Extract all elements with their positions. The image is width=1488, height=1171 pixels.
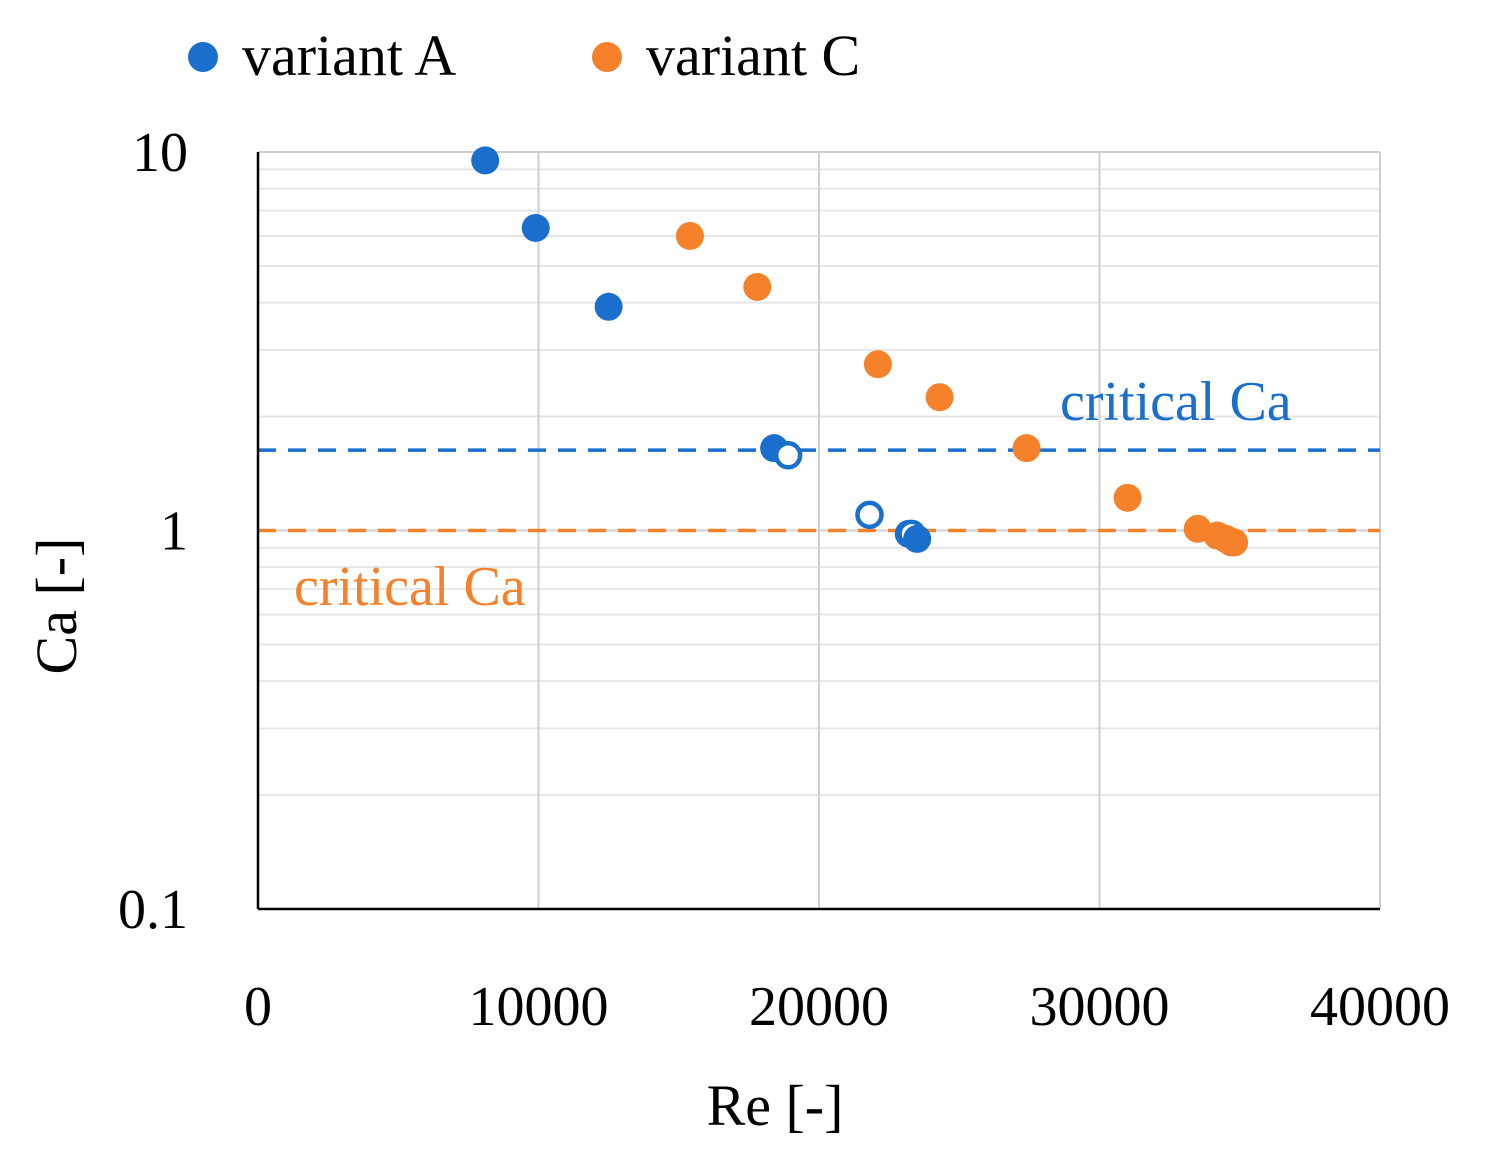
point-variant-a — [903, 524, 932, 553]
legend-label-variant-a: variant A — [242, 23, 456, 88]
point-variant-c — [743, 272, 772, 301]
critical-ca-label-variant-c: critical Ca — [294, 556, 526, 618]
point-variant-c — [675, 221, 704, 250]
critical-ca-label-variant-a: critical Ca — [1060, 371, 1292, 433]
point-variant-c — [1012, 434, 1041, 463]
legend: variant A variant C — [188, 23, 860, 88]
point-variant-c — [1220, 528, 1249, 557]
x-tick-label: 30000 — [1030, 976, 1170, 1038]
x-tick-label: 20000 — [749, 976, 889, 1038]
y-tick-label: 10 — [132, 122, 188, 184]
y-tick-labels: 0.1 1 10 — [118, 122, 188, 941]
x-tick-labels: 0 10000 20000 30000 40000 — [244, 976, 1450, 1038]
legend-marker-variant-a — [188, 42, 218, 72]
point-variant-c — [1113, 483, 1142, 512]
x-axis-title: Re [-] — [707, 1073, 844, 1138]
point-variant-a — [594, 292, 623, 321]
y-axis-title: Ca [-] — [24, 538, 89, 675]
point-variant-c — [863, 350, 892, 379]
x-tick-label: 40000 — [1310, 976, 1450, 1038]
point-variant-a-open — [855, 500, 884, 530]
point-variant-c — [925, 383, 954, 412]
point-variant-a-open — [773, 441, 803, 470]
x-tick-label: 0 — [244, 976, 272, 1038]
y-tick-label: 1 — [160, 501, 188, 563]
data-points — [471, 146, 1249, 557]
y-tick-label: 0.1 — [118, 879, 188, 941]
x-tick-label: 10000 — [469, 976, 609, 1038]
legend-label-variant-c: variant C — [646, 23, 860, 88]
point-variant-a — [521, 213, 550, 242]
legend-marker-variant-c — [592, 42, 622, 72]
point-variant-a — [471, 146, 500, 175]
